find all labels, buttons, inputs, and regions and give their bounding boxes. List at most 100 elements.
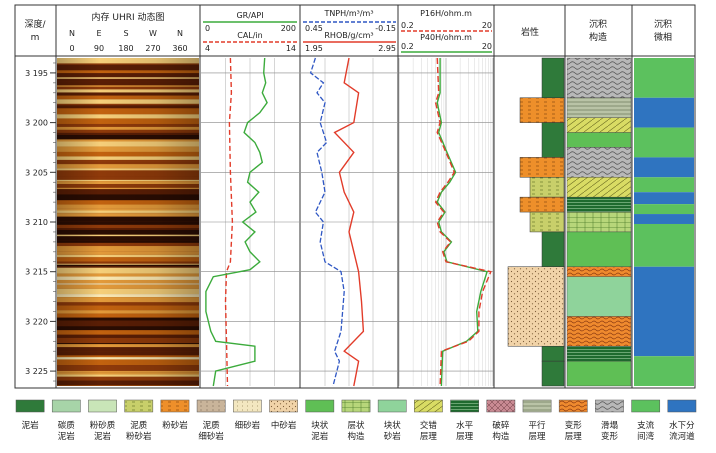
facies-title-2: 微相: [654, 31, 672, 43]
legend-label: 泥岩: [22, 420, 40, 431]
structure-layer: [566, 346, 632, 362]
direction-label: N: [69, 29, 75, 38]
legend-swatch: [631, 399, 661, 413]
tnph-range-min: 0.45: [305, 24, 323, 33]
lithology-layer: [541, 231, 565, 267]
gr-curve: [205, 57, 268, 387]
depth-header: 深度/ m: [24, 18, 46, 43]
depth-tick-label: 3 215: [25, 268, 48, 277]
structure-layer: [566, 147, 632, 178]
cal-curve-name: CAL/in: [237, 31, 263, 40]
lithology-layer: [519, 97, 565, 123]
legend-swatch: [124, 399, 154, 413]
facies-layer: [634, 266, 694, 357]
legend-label: 细砂岩: [235, 420, 261, 431]
depth-tick-label: 3 205: [25, 168, 48, 177]
legend-label: 细砂岩: [198, 431, 224, 442]
facies-layer: [634, 97, 694, 128]
angle-label: 0: [69, 44, 74, 53]
legend-label: 支流: [637, 420, 655, 431]
rhob-curve: [333, 57, 365, 387]
track-separators: [55, 5, 633, 388]
legend-label: 层状: [347, 420, 365, 431]
resistivity-header: P16H/ohm.m 0.2 20 P40H/ohm.m 0.2 20: [401, 9, 492, 53]
depth-tick-label: 3 225: [25, 367, 48, 376]
legend-swatch: [88, 399, 117, 413]
facies-layer: [634, 177, 694, 193]
lithology-layer: [529, 177, 565, 198]
structure-layer: [566, 276, 632, 317]
legend-swatch: [233, 399, 262, 413]
legend-label: 中砂岩: [271, 420, 297, 431]
facies-column: [634, 58, 694, 386]
legend-label: 泥岩: [311, 431, 329, 442]
legend-swatch: [486, 399, 516, 413]
structure-layer: [566, 211, 632, 233]
structure-layer: [566, 360, 632, 387]
rhob-range-min: 1.95: [305, 44, 323, 53]
legend-label: 粉砂岩: [126, 431, 152, 442]
facies-layer: [634, 223, 694, 267]
angle-label: 360: [172, 44, 187, 53]
legend-swatch: [595, 399, 624, 413]
image-title: 内存 UHRI 动态图: [92, 11, 165, 23]
structure-header: 沉积 构造: [589, 18, 607, 43]
legend-label: 破碎: [492, 420, 510, 431]
p40h-range-min: 0.2: [401, 42, 414, 51]
lithology-layer: [541, 360, 565, 387]
legend-label: 块状: [311, 420, 329, 431]
image-header: 内存 UHRI 动态图 N E S W N 0 90 180 270 360: [69, 11, 188, 53]
facies-layer: [634, 192, 694, 205]
facies-header: 沉积 微相: [654, 18, 672, 43]
cal-curve: [224, 57, 234, 387]
p40h-range-max: 20: [482, 42, 492, 51]
facies-layer: [634, 214, 694, 224]
legend-label: 碳质: [58, 420, 76, 431]
legend-swatch: [558, 399, 588, 413]
cal-range-min: 4: [205, 44, 210, 53]
rhob-curve-name: RHOB/g/cm³: [324, 31, 373, 40]
legend-label: 泥质: [130, 420, 148, 431]
p16h-range-max: 20: [482, 21, 492, 30]
tnph-curve-name: TNPH/m³/m³: [323, 9, 373, 18]
facies-title-1: 沉积: [654, 18, 672, 30]
legend-swatch: [269, 399, 298, 413]
direction-label: S: [123, 29, 128, 38]
lithology-layer: [541, 122, 565, 158]
legend-label: 构造: [492, 431, 510, 442]
legend-swatch: [160, 399, 190, 413]
lithology-layer: [519, 157, 565, 178]
rhob-range-max: 2.95: [378, 44, 396, 53]
structure-title-2: 构造: [589, 31, 607, 43]
legend-swatch: [414, 399, 443, 413]
legend-swatch: [377, 399, 407, 413]
depth-header-line2: m: [31, 33, 40, 43]
direction-label: E: [96, 29, 101, 38]
legend-label: 平行: [529, 420, 547, 431]
facies-layer: [634, 356, 694, 386]
porosity-header: TNPH/m³/m³ 0.45 -0.15 RHOB/g/cm³ 1.95 2.…: [303, 9, 396, 53]
legend-label: 间湾: [637, 431, 655, 442]
legend-label: 水下分: [669, 420, 695, 431]
legend-label: 块状: [384, 420, 402, 431]
depth-tick-label: 3 200: [25, 119, 48, 128]
legend-label: 泥岩: [58, 431, 76, 442]
structure-layer: [566, 177, 632, 198]
legend-swatch: [450, 399, 479, 413]
image-shading: [57, 58, 199, 386]
lithology-layer: [507, 266, 565, 347]
legend-label: 交错: [420, 420, 438, 431]
depth-axis: 3 195 3 200 3 205 3 210 3 215 3 220 3 225: [25, 62, 56, 382]
lithology-layer: [541, 345, 565, 362]
legend-swatch: [522, 399, 552, 413]
structure-column: [566, 57, 632, 387]
facies-layer: [634, 58, 694, 98]
depth-tick-label: 3 195: [25, 69, 48, 78]
legend-label: 层理: [565, 432, 583, 442]
structure-layer: [566, 316, 632, 347]
legend-label: 泥质: [203, 420, 221, 431]
legend-label: 泥岩: [94, 431, 112, 442]
structure-layer: [566, 132, 632, 148]
facies-layer: [634, 157, 694, 178]
